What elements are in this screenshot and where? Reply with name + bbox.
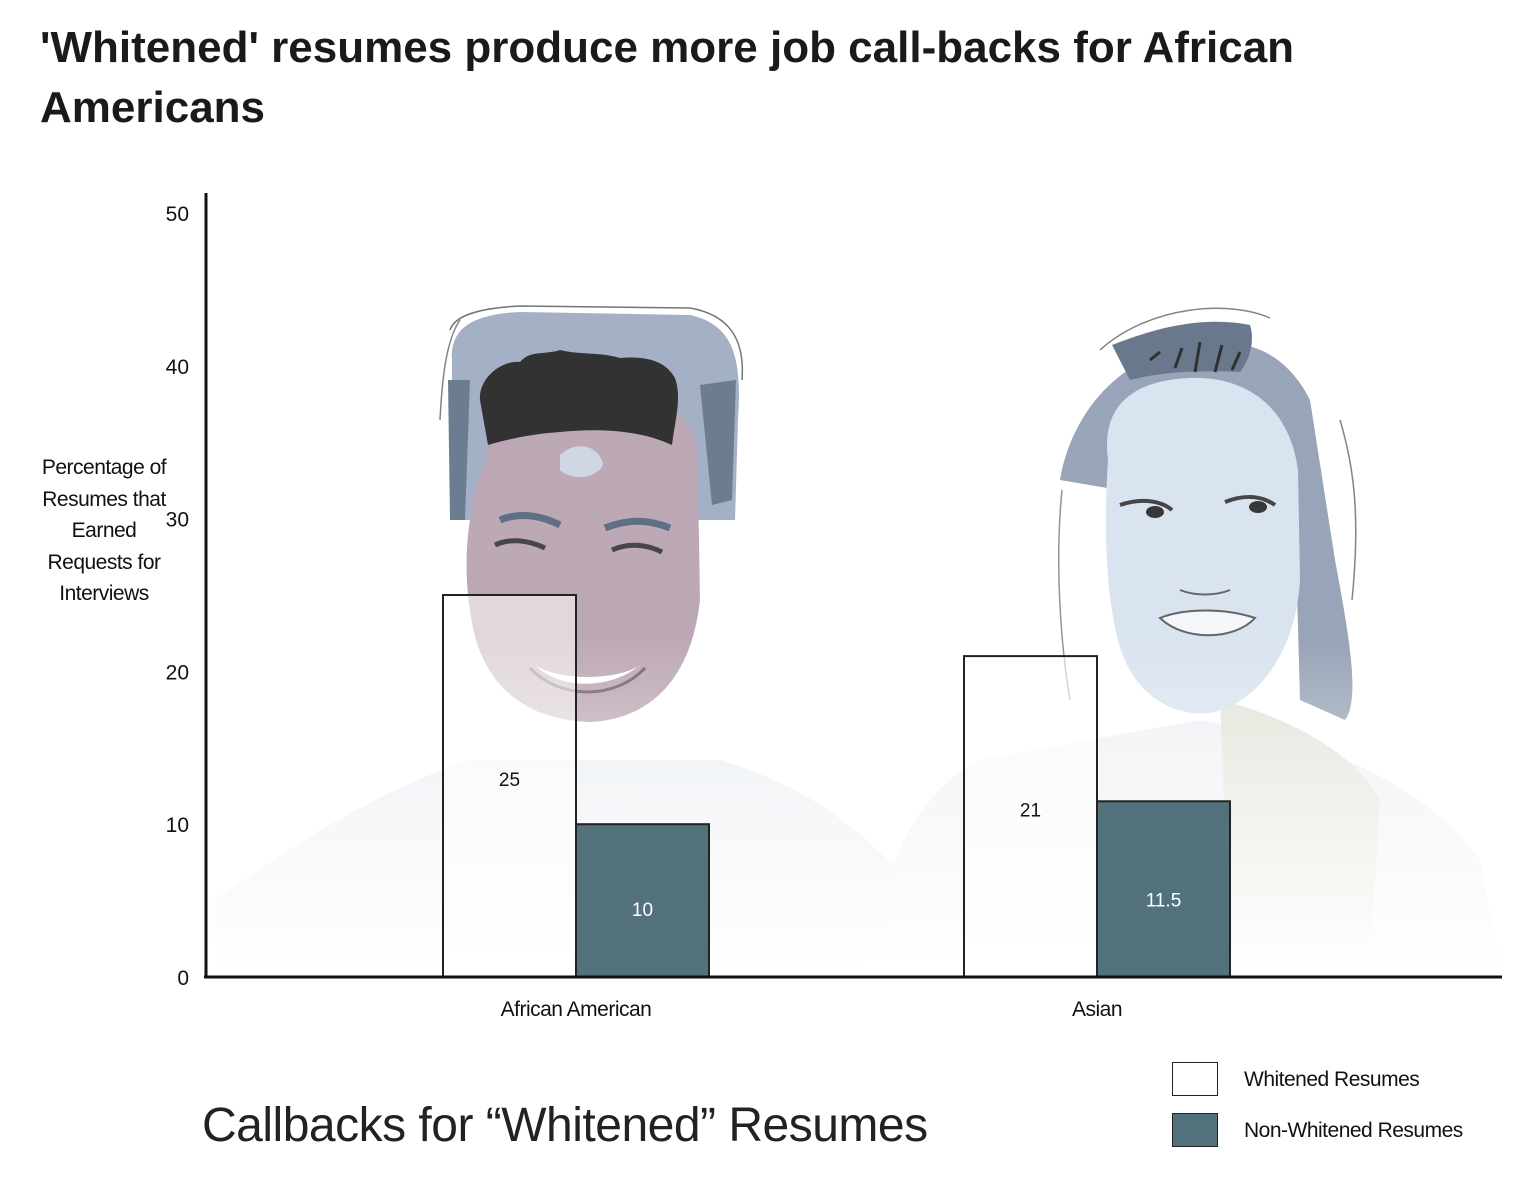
legend-label-non-whitened: Non-Whitened Resumes [1244, 1119, 1463, 1142]
bar-non-whitened [1096, 800, 1231, 979]
bar-value-label: 10 [632, 900, 653, 921]
y-tick-label: 20 [166, 661, 189, 684]
bar-non-whitened [575, 823, 710, 979]
bar-value-label: 25 [499, 770, 520, 791]
bars [442, 594, 1231, 979]
chart-title: Callbacks for “Whitened” Resumes [202, 1099, 928, 1152]
x-tick-label: Asian [1072, 998, 1122, 1021]
legend-swatch-whitened [1172, 1062, 1218, 1096]
legend-label-whitened: Whitened Resumes [1244, 1068, 1420, 1091]
y-axis-label: Percentage of Resumes that Earned Reques… [41, 456, 167, 605]
y-tick-label: 10 [166, 814, 189, 837]
bar-value-labels: 25 10 21 11.5 [499, 770, 1181, 921]
bar-whitened [963, 655, 1098, 978]
bar-value-label: 11.5 [1146, 891, 1182, 912]
x-tick-label: African American [501, 998, 652, 1021]
bar-whitened [442, 594, 577, 978]
y-tick-label: 30 [166, 509, 189, 532]
y-axis-ticks: 0 10 20 30 40 50 [166, 203, 189, 990]
legend-swatch-non-whitened [1172, 1113, 1218, 1147]
y-tick-label: 50 [166, 203, 189, 226]
x-axis-labels: African American Asian [501, 998, 1123, 1021]
bar-value-label: 21 [1020, 801, 1041, 822]
illustration-fade [205, 640, 1505, 975]
y-tick-label: 0 [177, 967, 189, 990]
headline: 'Whitened' resumes produce more job call… [40, 23, 1295, 132]
y-tick-label: 40 [166, 356, 189, 379]
